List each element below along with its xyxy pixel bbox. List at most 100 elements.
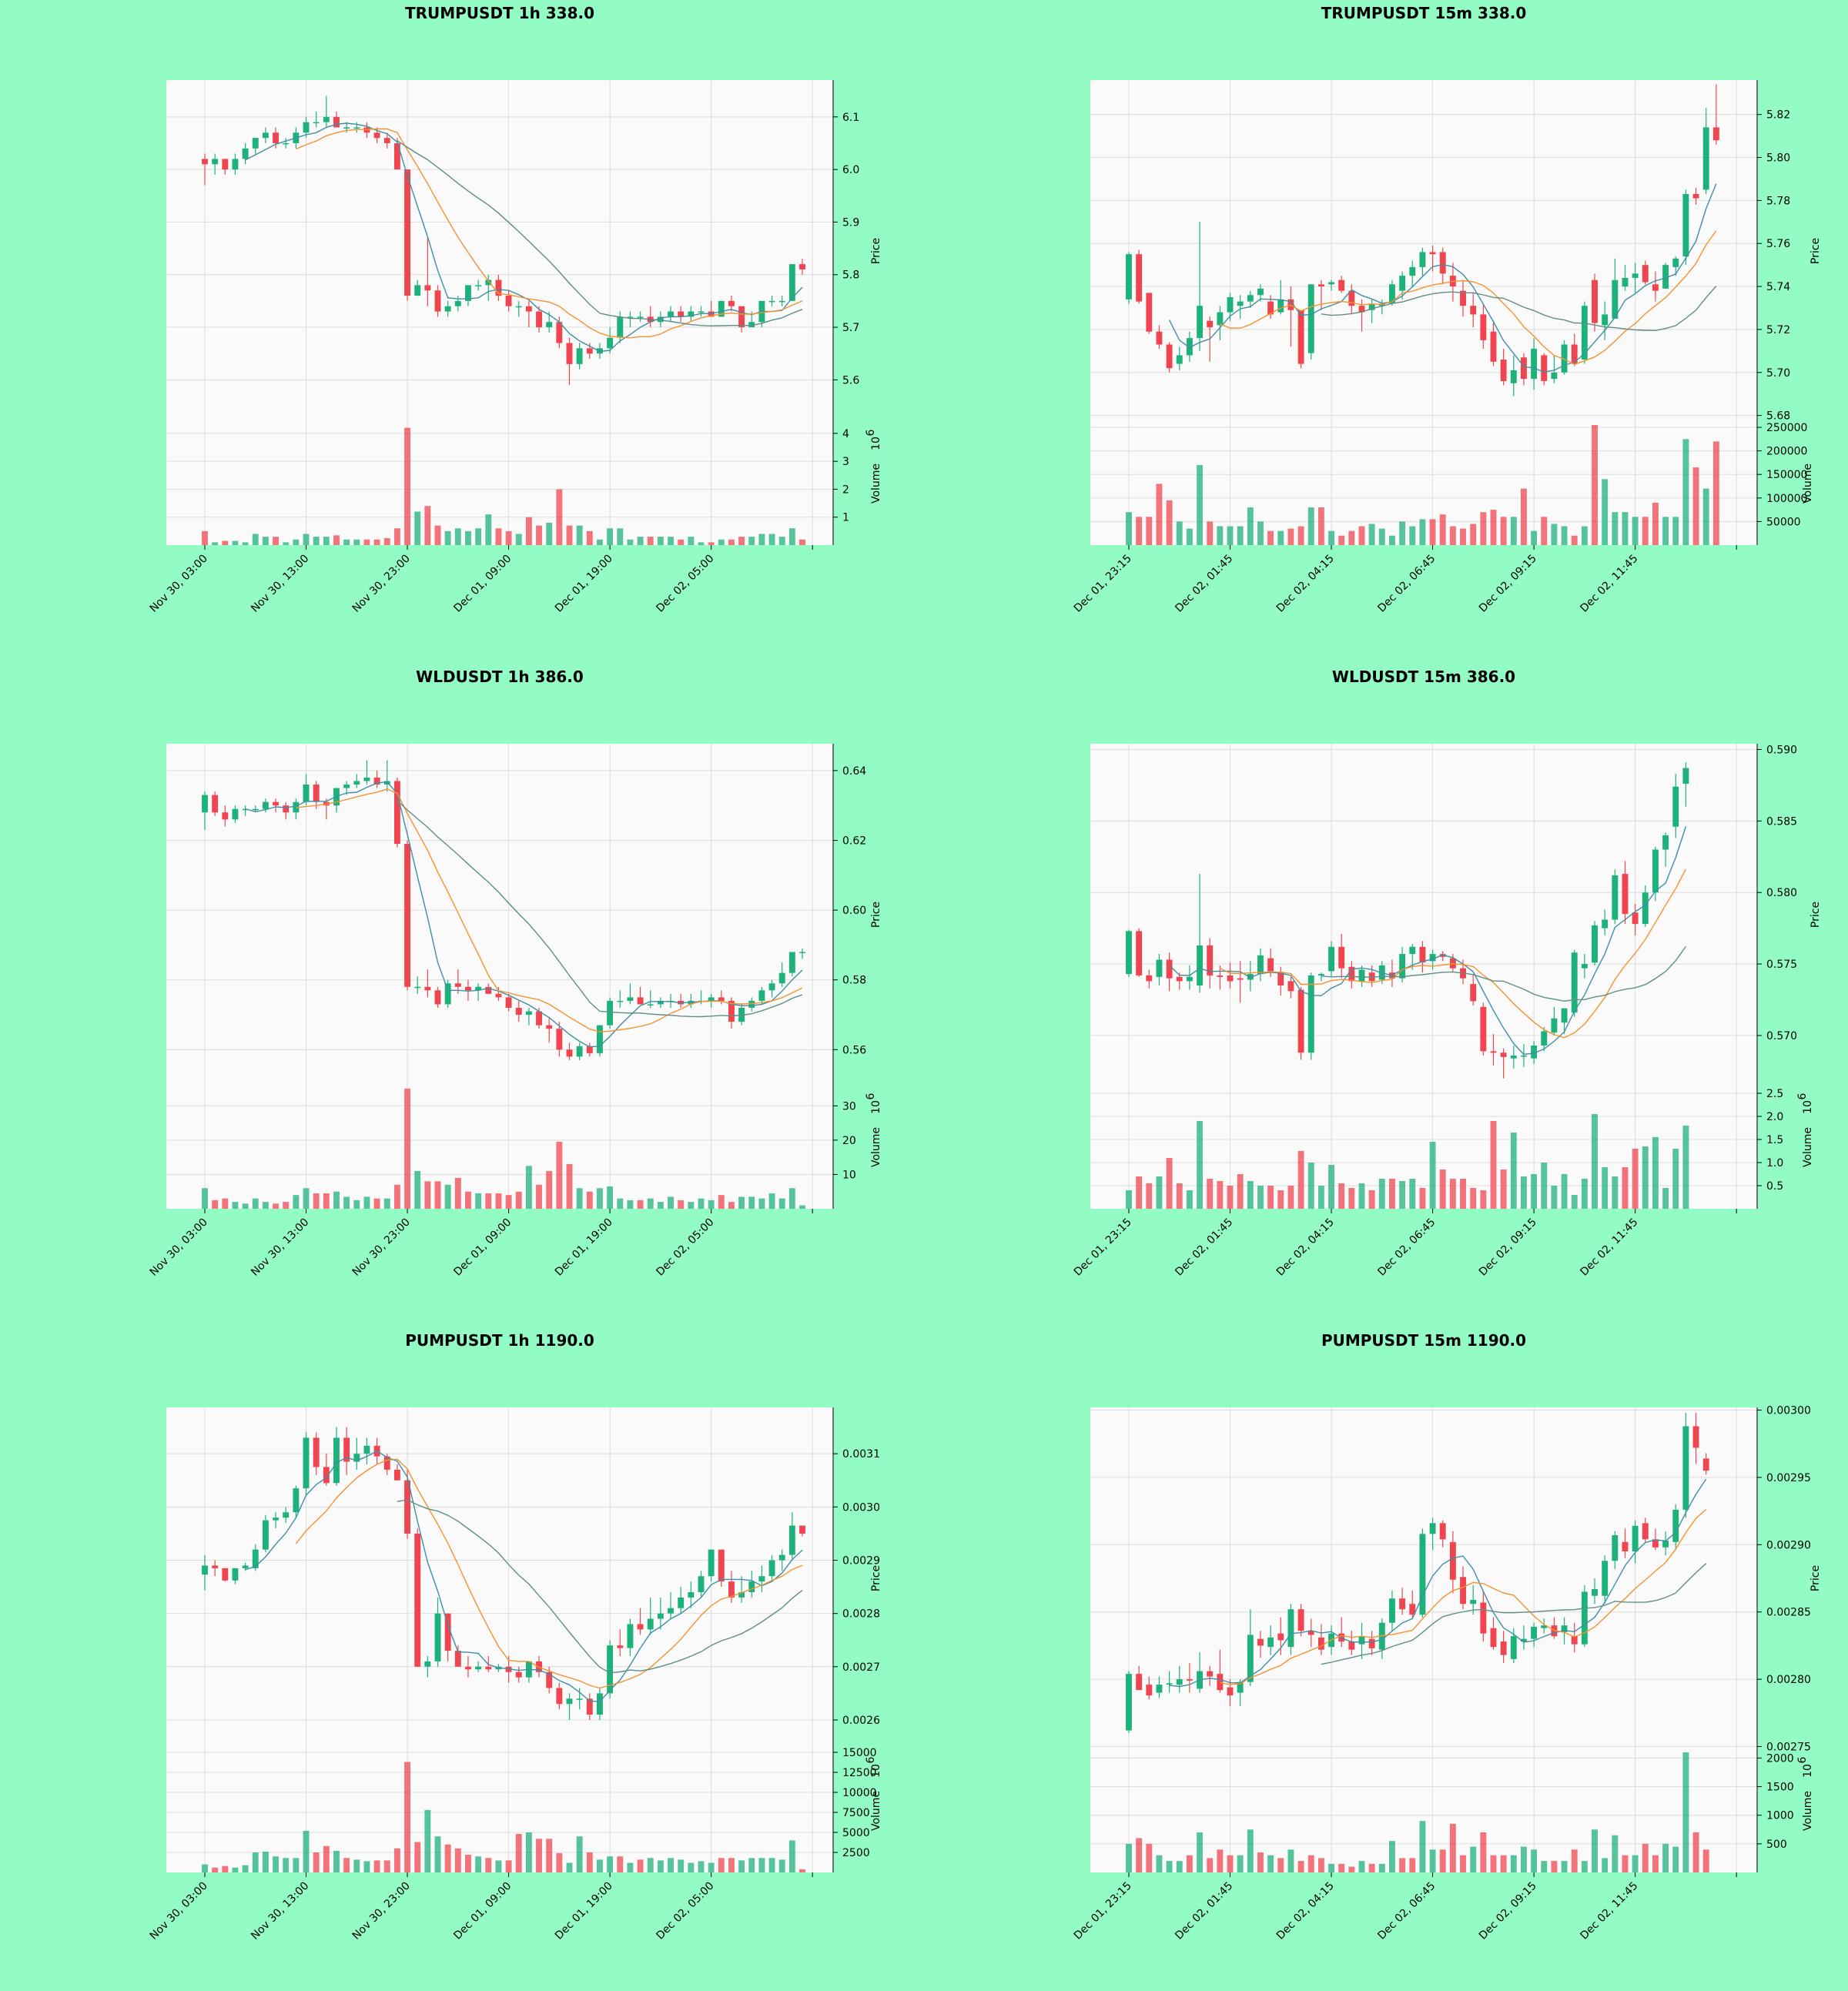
volume-bar: [1541, 1861, 1548, 1872]
candle-body: [252, 138, 259, 149]
price-tick-label: 0.00290: [1766, 1539, 1811, 1551]
volume-bar: [232, 1202, 239, 1209]
volume-bar: [1702, 1849, 1709, 1872]
volume-bar: [728, 539, 735, 545]
candle-body: [768, 983, 775, 991]
candle-body: [475, 986, 482, 991]
candle-body: [1389, 1598, 1395, 1623]
volume-bar: [688, 1862, 695, 1872]
price-tick-label: 5.80: [1766, 152, 1790, 165]
candle-body: [1662, 835, 1669, 850]
candle-body: [1672, 258, 1679, 267]
volume-bar: [1490, 1855, 1497, 1872]
volume-bar: [668, 537, 674, 545]
candle-body: [1156, 959, 1163, 977]
candle-body: [1156, 1685, 1163, 1693]
candle-body: [617, 1000, 624, 1002]
volume-bar: [1317, 507, 1324, 545]
volume-bar: [1622, 512, 1629, 545]
volume-bar: [1581, 526, 1588, 545]
volume-bar: [1399, 1858, 1406, 1872]
candle-body: [1682, 1426, 1689, 1510]
volume-bar: [273, 1203, 280, 1209]
volume-bar: [738, 537, 745, 545]
candle-body: [1510, 1055, 1517, 1059]
volume-bar: [1186, 1190, 1193, 1209]
price-tick-label: 0.00275: [1766, 1742, 1811, 1754]
x-tick-label: Dec 02, 05:00: [654, 1216, 716, 1279]
volume-bar: [232, 1867, 239, 1872]
volume-tick-label: 1.0: [1766, 1157, 1783, 1170]
volume-bar: [1510, 1855, 1517, 1872]
volume-bar: [1287, 1849, 1294, 1872]
candle-body: [1531, 1626, 1538, 1639]
volume-bar: [1136, 517, 1143, 545]
volume-tick-label: 7500: [842, 1807, 870, 1819]
volume-tick-label: 50000: [1766, 516, 1801, 528]
candle-body: [1348, 966, 1355, 982]
volume-bar: [1682, 1752, 1689, 1872]
price-pane: [166, 744, 833, 1086]
volume-bar: [586, 1852, 593, 1872]
x-tick-label: Dec 01, 19:00: [553, 1216, 615, 1279]
candle-body: [353, 127, 360, 129]
volume-bar: [1237, 1855, 1244, 1872]
candle-body: [363, 777, 370, 781]
volume-bar: [556, 1142, 563, 1209]
moving-average-line: [296, 788, 803, 1032]
x-tick-label: Dec 02, 06:45: [1375, 553, 1438, 615]
volume-bar: [475, 1193, 482, 1209]
price-axis-label: Price: [1810, 902, 1822, 928]
volume-bar: [1551, 1186, 1558, 1209]
candle-body: [627, 316, 634, 318]
chart-svg: TRUMPUSDT 1h 338.0 5.6 5.7 5.8 5.9 6.0 6.1 1 2 3 4…: [148, 4, 882, 615]
volume-bar: [252, 1198, 259, 1209]
candle-body: [1297, 1609, 1304, 1631]
volume-bar: [323, 1193, 330, 1209]
candle-body: [293, 1488, 300, 1513]
candle-body: [1277, 972, 1284, 985]
candle-body: [444, 983, 451, 1005]
volume-tick-label: 10000: [842, 1787, 877, 1799]
volume-tick-label: 5000: [842, 1827, 870, 1839]
volume-bar: [1510, 1133, 1517, 1209]
volume-bar: [1338, 1183, 1345, 1209]
volume-bar: [1146, 517, 1153, 545]
candle-body: [556, 1688, 563, 1705]
volume-bar: [657, 1860, 664, 1872]
candle-body: [273, 132, 280, 143]
volume-bar: [1267, 530, 1274, 545]
candle-body: [1217, 1674, 1224, 1691]
volume-bar: [313, 537, 320, 545]
volume-bar: [262, 1202, 269, 1209]
candle-body: [1409, 946, 1416, 955]
volume-bar: [1247, 507, 1254, 545]
moving-average-line: [397, 1499, 803, 1674]
volume-bar: [698, 1861, 705, 1872]
volume-tick-label: 2500: [842, 1847, 870, 1859]
x-tick-label: Dec 02, 09:15: [1477, 553, 1539, 615]
volume-axis-label: Volume: [870, 1127, 882, 1167]
volume-bar: [536, 1184, 542, 1209]
candle-body: [434, 1613, 441, 1661]
candle-body: [1186, 976, 1193, 982]
volume-bar: [262, 537, 269, 545]
volume-bars: [1126, 1752, 1709, 1872]
volume-axis-label: Volume: [1802, 1127, 1814, 1167]
volume-bar: [627, 1200, 634, 1209]
candle-body: [1156, 331, 1163, 345]
candle-body: [1692, 1426, 1699, 1448]
volume-bar: [1429, 1849, 1436, 1872]
volume-bar: [202, 1188, 208, 1209]
candle-body: [1358, 969, 1365, 982]
volume-axis-label: Volume: [870, 463, 882, 504]
volume-tick-label: 15000: [842, 1747, 877, 1759]
volume-bar: [444, 530, 451, 545]
price-pane: [1090, 80, 1757, 422]
volume-bar: [546, 1839, 553, 1872]
volume-bar: [536, 1839, 542, 1872]
candle-body: [333, 116, 340, 128]
candle-body: [1409, 266, 1416, 276]
volume-bar: [485, 1858, 492, 1872]
candle-body: [495, 279, 502, 296]
